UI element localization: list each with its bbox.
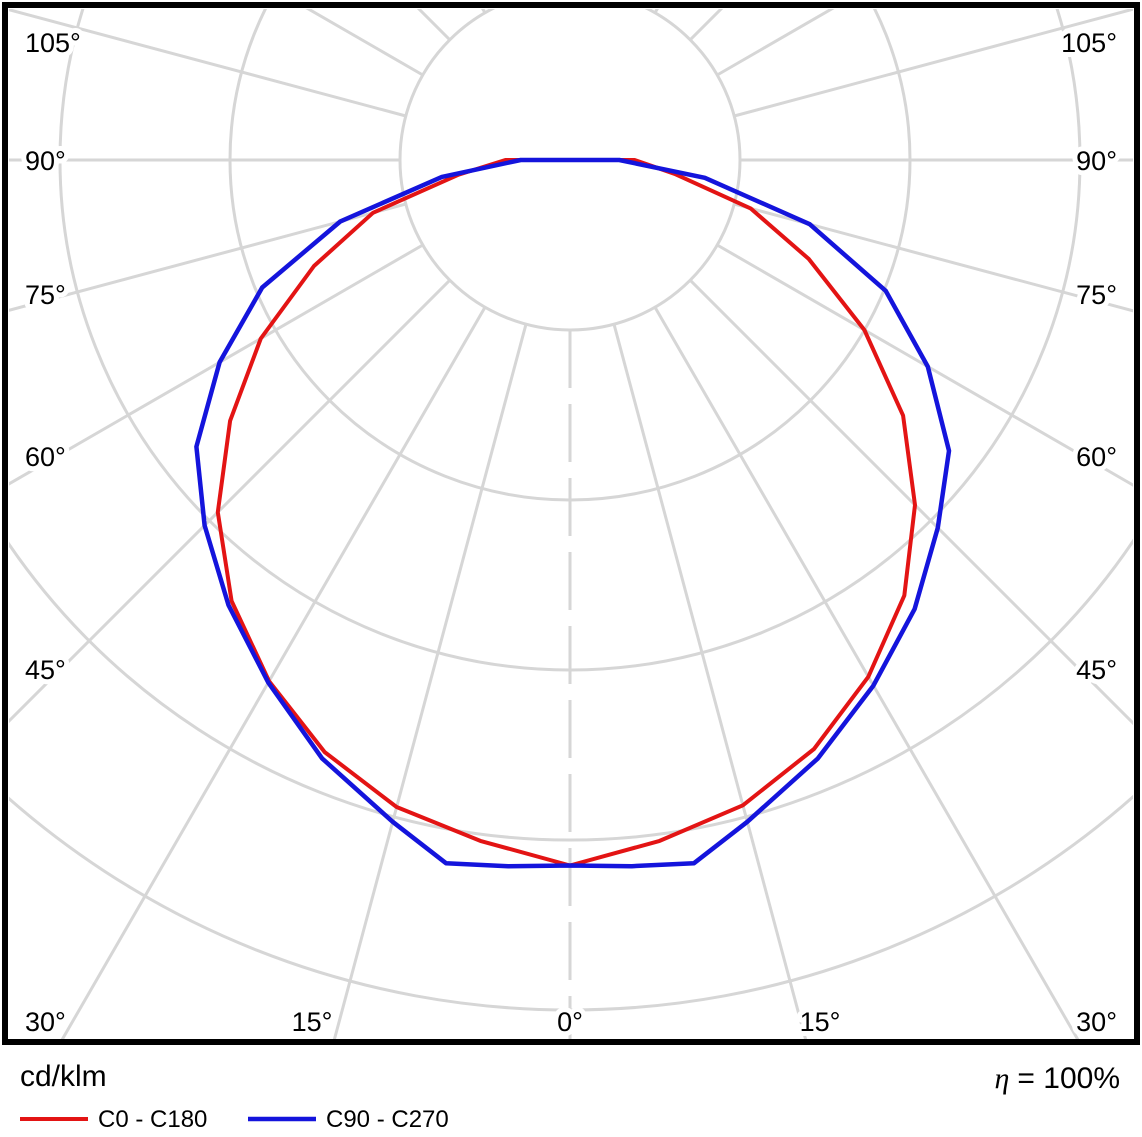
efficiency-value: = 100%: [1017, 1062, 1120, 1095]
units-label: cd/klm: [20, 1060, 107, 1093]
efficiency-label: η = 100%: [995, 1062, 1120, 1095]
grid-ray: [9, 9, 407, 118]
angle-label: 60°: [1076, 442, 1117, 472]
chart-footer: cd/klm η = 100% C0 - C180 C90 - C270: [20, 1060, 1120, 1133]
angle-label: 75°: [1076, 280, 1117, 310]
eta-symbol: η: [995, 1062, 1010, 1095]
curve-c90-c270: [194, 157, 952, 869]
angle-label: 60°: [25, 442, 66, 472]
grid-ray: [653, 306, 1080, 1039]
legend-label-c0-c180: C0 - C180: [98, 1106, 207, 1132]
grid-ring: [9, 538, 1133, 842]
angle-label: 90°: [1076, 146, 1117, 176]
grid-ray: [9, 279, 451, 724]
angle-label: 105°: [25, 28, 81, 58]
angle-labels: 105° 90° 75° 60° 45° 30° 15° 0° 15° 30° 45° 60° 75° 9…: [20, 23, 1122, 1042]
intensity-curves: [194, 157, 952, 869]
angle-label: 15°: [800, 1007, 841, 1037]
legend-label-c90-c270: C90 - C270: [326, 1106, 449, 1132]
angle-label: 45°: [25, 655, 66, 685]
grid-ray: [612, 323, 808, 1039]
grid-ray: [733, 202, 1133, 313]
angle-label: 90°: [25, 146, 66, 176]
grid-ray: [689, 279, 1133, 726]
angle-label: 15°: [292, 1007, 333, 1037]
angle-label: 105°: [1061, 28, 1117, 58]
grid-ray: [716, 243, 1133, 487]
angle-label: 30°: [25, 1007, 66, 1037]
angle-label: 30°: [1076, 1007, 1117, 1037]
grid-ray: [9, 202, 407, 312]
angle-label: 0°: [557, 1007, 583, 1037]
grid-ray: [332, 323, 528, 1039]
grid-ray: [9, 243, 424, 486]
chart-border: [2, 2, 1140, 1045]
grid-ray: [733, 9, 1133, 118]
curve-c0-c180: [215, 158, 917, 868]
grid-ray: [60, 306, 487, 1039]
angle-label: 75°: [25, 280, 66, 310]
angle-label: 45°: [1076, 655, 1117, 685]
